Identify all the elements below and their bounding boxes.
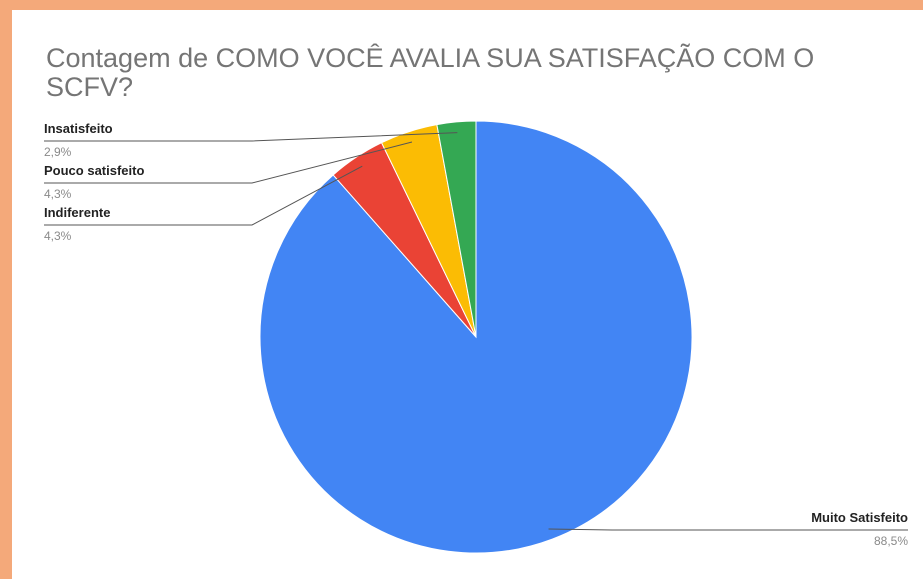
chart-card: Contagem de COMO VOCÊ AVALIA SUA SATISFA… (12, 10, 923, 579)
slice-value-label: 88,5% (874, 534, 908, 548)
leader-lines (44, 132, 908, 531)
leader-line (44, 132, 458, 142)
slice-label: Indiferente (44, 205, 110, 220)
slice-label: Pouco satisfeito (44, 163, 144, 178)
slice-value-label: 4,3% (44, 229, 72, 243)
pie-slices (259, 120, 693, 554)
slice-value-label: 4,3% (44, 187, 72, 201)
pie-chart: Muito Satisfeito 88,5% Indiferente 4,3% Pouc… (44, 120, 908, 554)
slice-label: Insatisfeito (44, 121, 113, 136)
pie-slice-insatisfeito (436, 120, 477, 338)
leader-line (44, 141, 413, 184)
slice-labels: Muito Satisfeito 88,5% Indiferente 4,3% Pouc… (44, 121, 908, 548)
leader-line (44, 165, 363, 226)
chart-title: Contagem de COMO VOCÊ AVALIA SUA SATISFA… (46, 43, 815, 102)
slice-value-label: 2,9% (44, 145, 72, 159)
slice-label: Muito Satisfeito (811, 510, 908, 525)
leader-line (548, 528, 908, 531)
